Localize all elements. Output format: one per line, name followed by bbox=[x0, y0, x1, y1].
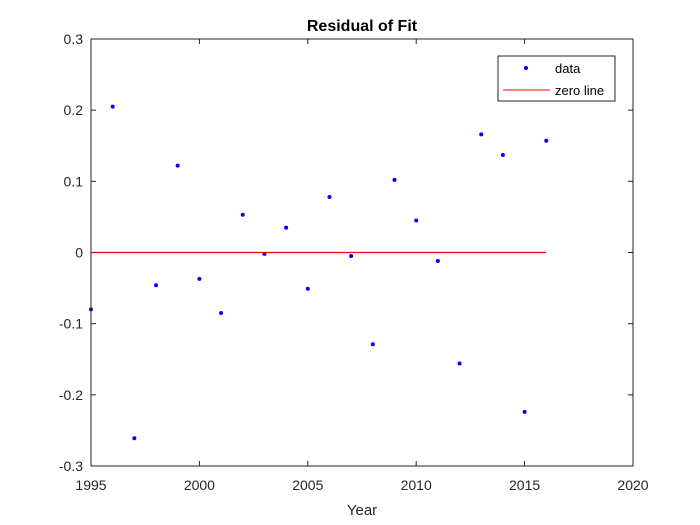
data-point bbox=[435, 259, 440, 264]
x-tick-label: 2000 bbox=[184, 477, 215, 493]
y-tick-label: 0.2 bbox=[64, 102, 84, 118]
x-tick-label: 2020 bbox=[617, 477, 648, 493]
data-point bbox=[284, 225, 289, 230]
data-point bbox=[219, 310, 224, 315]
axes-box bbox=[90, 38, 634, 467]
data-point bbox=[132, 436, 137, 441]
chart-title: Residual of Fit bbox=[307, 18, 418, 35]
data-point bbox=[110, 104, 115, 109]
x-tick-label: 1995 bbox=[75, 477, 106, 493]
legend-box bbox=[497, 55, 616, 102]
x-tick-label: 2005 bbox=[292, 477, 323, 493]
x-tick-label: 2010 bbox=[401, 477, 432, 493]
data-point bbox=[370, 342, 375, 347]
y-tick-label: 0.1 bbox=[64, 173, 84, 189]
data-point bbox=[154, 283, 159, 288]
legend: data zero line bbox=[497, 55, 616, 102]
x-axis-title: Year bbox=[347, 502, 377, 519]
data-point bbox=[175, 163, 180, 168]
series-layer bbox=[89, 104, 549, 441]
data-point bbox=[544, 138, 549, 143]
data-point bbox=[457, 361, 462, 366]
legend-marker-data bbox=[524, 66, 528, 70]
data-point bbox=[414, 218, 419, 223]
y-tick-label: -0.1 bbox=[59, 316, 83, 332]
data-point bbox=[305, 286, 310, 291]
legend-label-data: data bbox=[555, 61, 581, 76]
data-point bbox=[197, 276, 202, 281]
data-point bbox=[479, 132, 484, 137]
data-point bbox=[500, 153, 505, 158]
data-point bbox=[240, 212, 245, 217]
data-point bbox=[392, 177, 397, 182]
x-tick-label: 2015 bbox=[509, 477, 540, 493]
data-point bbox=[522, 409, 527, 414]
y-tick-label: -0.2 bbox=[59, 387, 83, 403]
legend-label-zero-line: zero line bbox=[555, 83, 604, 98]
y-tick-label: 0.3 bbox=[64, 31, 84, 47]
ticks-layer: 1995 2000 2005 2010 2015 2020 -0.3 -0.2 -0.1 0 0.1… bbox=[59, 31, 649, 493]
data-point bbox=[327, 194, 332, 199]
data-point bbox=[349, 254, 354, 259]
y-tick-label: 0 bbox=[75, 245, 83, 261]
y-tick-label: -0.3 bbox=[59, 458, 83, 474]
